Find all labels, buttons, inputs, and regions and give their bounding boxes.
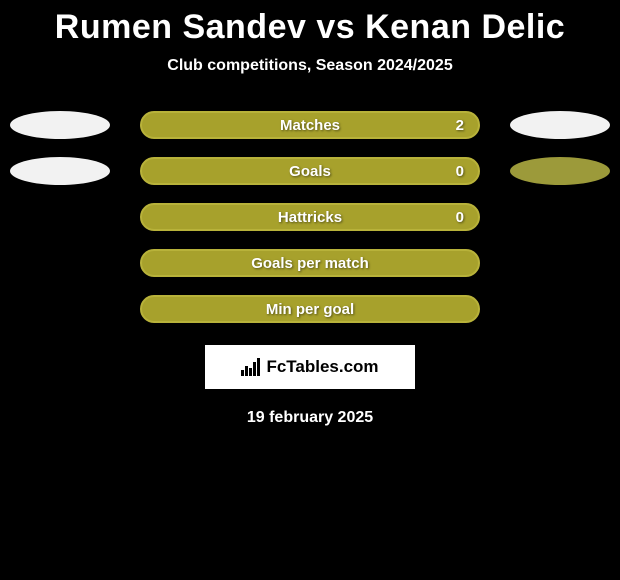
right-oval-empty	[510, 249, 610, 277]
stat-rows: Matches 2 Goals 0 Hattricks 0 Goals	[0, 111, 620, 323]
stat-bar: Goals 0	[140, 157, 480, 185]
logo-box: FcTables.com	[205, 345, 415, 389]
stat-label: Min per goal	[266, 301, 354, 318]
stat-label: Hattricks	[278, 209, 342, 226]
right-oval	[510, 157, 610, 185]
stat-bar: Min per goal	[140, 295, 480, 323]
left-oval	[10, 111, 110, 139]
page-title: Rumen Sandev vs Kenan Delic	[0, 8, 620, 47]
right-oval-empty	[510, 203, 610, 231]
comparison-infographic: Rumen Sandev vs Kenan Delic Club competi…	[0, 0, 620, 427]
stat-label: Goals	[289, 163, 331, 180]
left-oval	[10, 157, 110, 185]
stat-row: Goals per match	[0, 249, 620, 277]
bar-chart-icon	[241, 358, 260, 376]
right-oval-empty	[510, 295, 610, 323]
stat-label: Matches	[280, 117, 340, 134]
left-oval-empty	[10, 203, 110, 231]
stat-value: 0	[456, 209, 464, 226]
stat-label: Goals per match	[251, 255, 369, 272]
stat-value: 2	[456, 117, 464, 134]
stat-row: Goals 0	[0, 157, 620, 185]
stat-row: Hattricks 0	[0, 203, 620, 231]
date-text: 19 february 2025	[0, 409, 620, 427]
right-oval	[510, 111, 610, 139]
stat-bar: Matches 2	[140, 111, 480, 139]
logo-text: FcTables.com	[266, 357, 378, 377]
left-oval-empty	[10, 295, 110, 323]
stat-value: 0	[456, 163, 464, 180]
stat-bar: Hattricks 0	[140, 203, 480, 231]
page-subtitle: Club competitions, Season 2024/2025	[0, 57, 620, 75]
stat-row: Matches 2	[0, 111, 620, 139]
stat-row: Min per goal	[0, 295, 620, 323]
left-oval-empty	[10, 249, 110, 277]
stat-bar: Goals per match	[140, 249, 480, 277]
